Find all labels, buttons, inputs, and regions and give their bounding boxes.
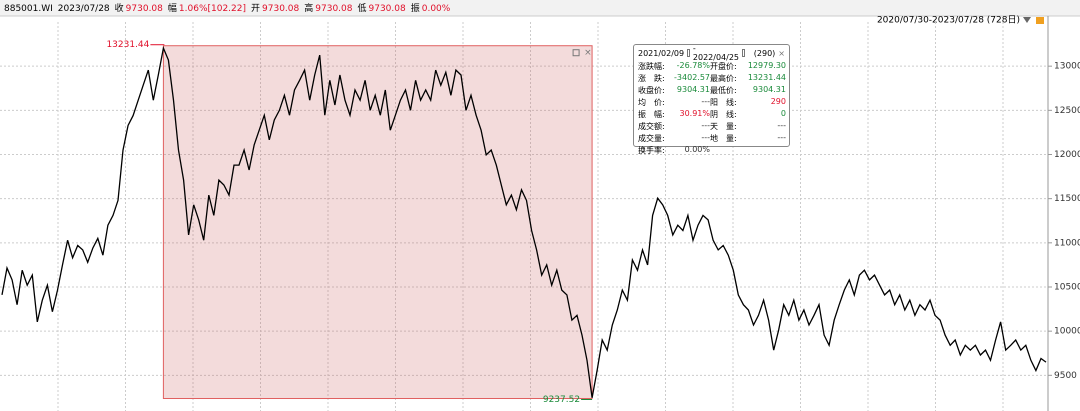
header-label: 幅 <box>168 2 177 14</box>
close-button[interactable]: × <box>778 48 785 58</box>
step-icon[interactable] <box>687 49 690 57</box>
stat-value: --- <box>777 121 786 130</box>
stat-value: --- <box>701 133 710 142</box>
stat-value: -3402.57 <box>674 73 710 82</box>
restore-icon <box>572 49 580 57</box>
high-label: 13231.44 <box>106 40 149 50</box>
day-count: (290) <box>753 48 776 58</box>
stat-value: 30.91% <box>679 109 710 118</box>
stat-label: 开盘价: <box>710 62 737 71</box>
header-text: 885001.WI 2023/07/28 收 9730.08 幅 1.06%[102.22… <box>4 2 451 14</box>
y-tick-label: 11000 <box>1054 238 1080 248</box>
stat-value: 13231.44 <box>747 73 786 82</box>
stat-value: 290 <box>770 97 786 106</box>
stat-label: 振 幅: <box>638 110 665 119</box>
y-tick-label: 11500 <box>1054 194 1080 204</box>
y-tick-label: 10000 <box>1054 327 1080 337</box>
header-value: 9730.08 <box>126 4 163 14</box>
header-label: 振 <box>411 2 420 14</box>
range-label: 2020/07/30-2023/07/28 (728日) <box>877 15 1020 26</box>
stat-value: --- <box>777 133 786 142</box>
stat-value: 9304.31 <box>676 85 710 94</box>
header-value: 9730.08 <box>262 4 299 14</box>
header-bar <box>0 0 1080 16</box>
stat-value: -26.78% <box>676 61 710 70</box>
stat-label: 成交量: <box>638 134 665 143</box>
header-value: 9730.08 <box>315 4 352 14</box>
stat-label: 阴 线: <box>710 110 737 119</box>
close-icon: × <box>584 48 592 58</box>
stat-label: 涨跌幅: <box>638 62 665 71</box>
stat-label: 地 量: <box>710 134 737 143</box>
header-label: 开 <box>251 3 260 14</box>
stat-label: 均 价: <box>638 98 665 107</box>
header-value: 9730.08 <box>369 4 406 14</box>
selection-stats: 2021/02/09 - 2022/04/25 (290) × 涨跌幅: -26.78% 开… <box>633 44 790 155</box>
price-line <box>1 45 1047 398</box>
code: 885001.WI <box>4 4 53 14</box>
stat-value: --- <box>701 97 710 106</box>
y-tick-label: 9500 <box>1054 371 1077 381</box>
dropdown-icon[interactable] <box>1023 17 1031 23</box>
stat-label: 涨 跌: <box>638 74 665 83</box>
stat-label: 天 量: <box>710 122 737 131</box>
stat-value: 12979.30 <box>747 61 786 70</box>
selection-area <box>162 45 593 400</box>
stat-label: 收盘价: <box>638 86 665 95</box>
stats-grid: 涨跌幅: -26.78% 开盘价: 12979.30 涨 跌: -3402.57 最高价: 1… <box>638 61 786 156</box>
stat-value: 0 <box>780 109 786 118</box>
low-label: 9237.52 <box>543 395 580 405</box>
stat-value: 9304.31 <box>752 85 786 94</box>
y-tick-label: 10500 <box>1054 282 1080 292</box>
icon[interactable] <box>1036 17 1044 24</box>
y-tick-label: 12500 <box>1054 106 1080 116</box>
header-value: 1.06%[102.22] <box>179 4 246 14</box>
stat-label: 成交额: <box>638 122 665 131</box>
header-label: 高 <box>304 2 313 14</box>
stat-label: 阳 线: <box>710 98 737 107</box>
header-value: 0.00% <box>422 4 451 14</box>
y-tick-label: 12000 <box>1054 150 1080 160</box>
stats-header: 2021/02/09 - 2022/04/25 (290) × <box>638 44 785 62</box>
stat-value: --- <box>701 121 710 130</box>
stat-value: 0.00% <box>684 145 710 154</box>
header-label: 低 <box>357 2 366 14</box>
y-tick-label: 13000 <box>1054 62 1080 72</box>
date: 2023/07/28 <box>58 4 110 14</box>
start-date: 2021/02/09 <box>638 48 685 58</box>
end-date: - 2022/04/25 <box>692 44 739 62</box>
step-icon[interactable] <box>742 49 745 57</box>
stat-label: 最高价: <box>710 74 737 83</box>
stat-label: 换手率: <box>638 146 665 155</box>
stat-label: 最低价: <box>710 86 737 95</box>
header-label: 收 <box>115 2 124 14</box>
